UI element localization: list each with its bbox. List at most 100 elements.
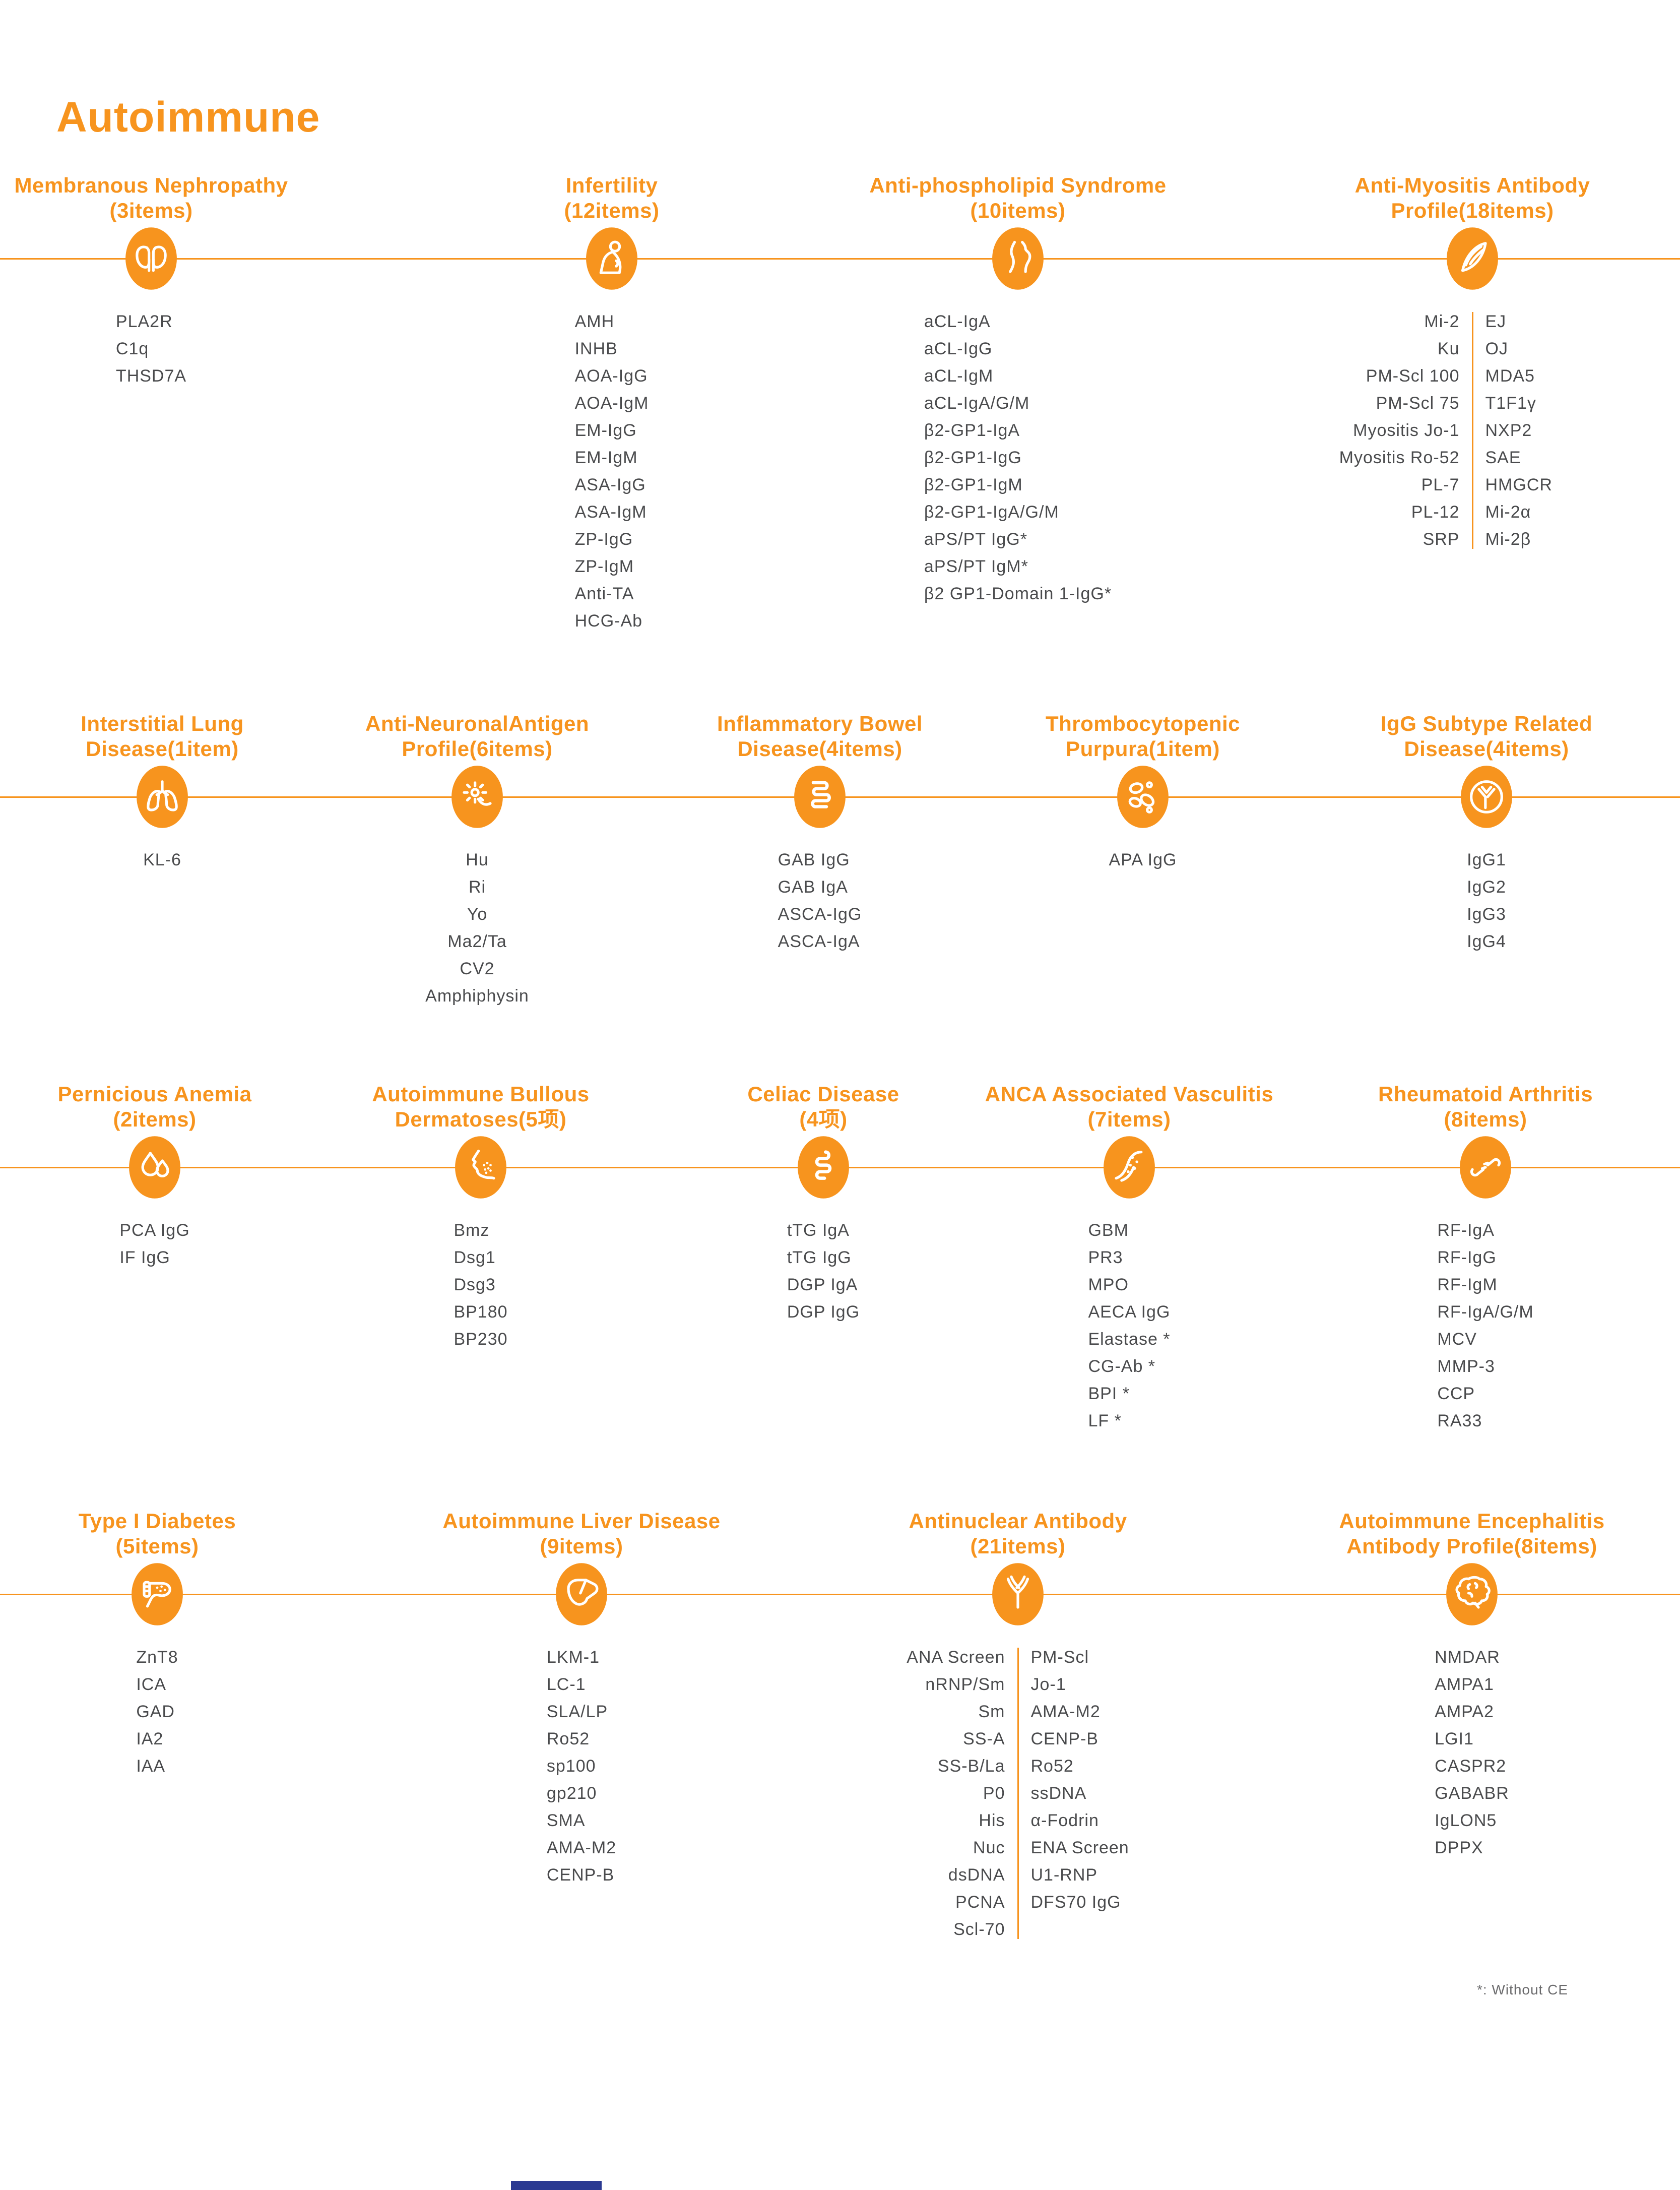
list-item: PM-Scl 75 <box>1376 394 1460 413</box>
category-title-line: Purpura(1item) <box>1066 737 1220 761</box>
list-item: sp100 <box>546 1757 596 1776</box>
list-item: NXP2 <box>1485 421 1532 440</box>
list-item: Amphiphysin <box>425 986 529 1006</box>
bottom-accent-bar <box>511 2181 602 2190</box>
column-divider-line <box>1471 312 1473 549</box>
list-item: AOA-IgM <box>574 394 649 413</box>
list-item: AOA-IgG <box>574 366 648 386</box>
blood-drops-icon <box>128 1136 181 1199</box>
category-icon-row <box>958 1132 1301 1203</box>
pregnant-woman-icon <box>586 227 638 290</box>
list-item: IF IgG <box>119 1248 170 1267</box>
footnote: *: Without CE <box>1476 1982 1568 1997</box>
category-title-line: Celiac Disease <box>747 1082 899 1106</box>
category-icon-row <box>1301 1559 1643 1630</box>
category-title-line: ANCA Associated Vasculitis <box>985 1082 1274 1106</box>
list-item: U1-RNP <box>1030 1865 1098 1885</box>
list-item: ICA <box>136 1675 166 1694</box>
category-title: Autoimmune Encephalitis Antibody Profile(… <box>1301 1509 1643 1559</box>
category-autoimmune-encephalitis-antibody-profile: Autoimmune Encephalitis Antibody Profile(… <box>1301 1509 1643 1861</box>
category-title: Autoimmune Liver Disease (9items) <box>410 1509 753 1559</box>
category-title: Inflammatory Bowel Disease(4items) <box>649 711 991 762</box>
list-item: Ku <box>1437 339 1460 358</box>
joint-icon <box>1459 1136 1512 1199</box>
category-celiac-disease: Celiac Disease (4项) tTG IgA tTG IgG DGP IgA D… <box>652 1082 995 1326</box>
gut-icon <box>797 1136 850 1199</box>
item-list: PLA2R C1q THSD7A <box>116 308 186 390</box>
list-item: LGI1 <box>1435 1729 1474 1748</box>
list-item: Dsg1 <box>454 1248 496 1267</box>
category-title: Pernicious Anemia (2items) <box>0 1082 326 1132</box>
list-item: aCL-IgA <box>924 312 991 331</box>
category-title-line: (21items) <box>970 1534 1066 1558</box>
list-item: MMP-3 <box>1437 1357 1495 1376</box>
list-item: SS-B/La <box>937 1757 1005 1776</box>
item-list: RF-IgA RF-IgG RF-IgM RF-IgA/G/M MCV MMP-3 CCP R… <box>1437 1217 1533 1434</box>
list-item: tTG IgG <box>787 1248 852 1267</box>
list-item: β2-GP1-IgM <box>924 475 1023 494</box>
category-title: Infertility (12items) <box>440 173 783 223</box>
list-item: ASA-IgG <box>574 475 646 494</box>
list-item: INHB <box>574 339 618 358</box>
list-item: SRP <box>1423 530 1460 549</box>
category-autoimmune-liver-disease: Autoimmune Liver Disease (9items) LKM-1 LC-… <box>410 1509 753 1889</box>
list-item: RF-IgG <box>1437 1248 1497 1267</box>
category-icon-row <box>847 1559 1189 1630</box>
list-item: nRNP/Sm <box>925 1675 1005 1694</box>
category-icon-row <box>410 1559 753 1630</box>
list-item: EM-IgG <box>574 421 637 440</box>
two-column-item-list: ANA Screen nRNP/Sm Sm SS-A SS-B/La P0 His Nuc ds… <box>847 1644 1189 1943</box>
pregnant-belly-icon <box>992 227 1044 290</box>
category-title-line: Anti-Myositis Antibody <box>1354 173 1590 197</box>
list-item: PM-Scl 100 <box>1366 366 1460 386</box>
list-item: ASA-IgM <box>574 503 647 522</box>
category-title-line: (12items) <box>564 199 660 222</box>
category-icon-row <box>0 1132 326 1203</box>
list-item: α-Fodrin <box>1030 1811 1099 1830</box>
category-title: Anti-Myositis Antibody Profile(18items) <box>1301 173 1644 223</box>
category-title: Rheumatoid Arthritis (8items) <box>1314 1082 1657 1132</box>
category-title: ANCA Associated Vasculitis (7items) <box>958 1082 1301 1132</box>
list-item: Bmz <box>454 1221 490 1240</box>
list-item: PLA2R <box>115 312 173 331</box>
category-icon-row <box>1301 223 1644 294</box>
item-list: aCL-IgA aCL-IgG aCL-IgM aCL-IgA/G/M β2-GP1-I… <box>924 308 1112 607</box>
item-list: AMH INHB AOA-IgG AOA-IgM EM-IgG EM-IgM ASA-IgG… <box>575 308 649 635</box>
list-item: KL-6 <box>143 850 181 869</box>
item-list: ZnT8 ICA GAD IA2 IAA <box>136 1644 178 1780</box>
item-list: ANA Screen nRNP/Sm Sm SS-A SS-B/La P0 His Nuc ds… <box>847 1644 1005 1943</box>
list-item: SLA/LP <box>546 1702 608 1721</box>
list-item: His <box>979 1811 1005 1830</box>
intestine-icon <box>794 765 846 829</box>
kidney-icon <box>125 227 177 290</box>
list-item: Jo-1 <box>1030 1675 1066 1694</box>
list-item: Scl-70 <box>953 1920 1005 1939</box>
category-title: Membranous Nephropathy (3items) <box>0 173 322 223</box>
list-item: AMH <box>574 312 615 331</box>
category-autoimmune-bullous-dermatoses: Autoimmune Bullous Dermatoses(5项) Bmz Dsg1 D… <box>309 1082 652 1353</box>
list-item: AMPA1 <box>1435 1675 1494 1694</box>
list-item: DPPX <box>1435 1838 1483 1857</box>
list-item: β2 GP1-Domain 1-IgG* <box>924 584 1112 603</box>
item-list: APA IgG <box>1109 846 1177 873</box>
list-item: NMDAR <box>1435 1648 1500 1667</box>
list-item: IgG2 <box>1467 878 1506 897</box>
category-title: Interstitial Lung Disease(1item) <box>0 711 334 762</box>
category-pernicious-anemia: Pernicious Anemia (2items) PCA IgG IF IgG <box>0 1082 326 1271</box>
list-item: HCG-Ab <box>574 611 643 631</box>
category-title: Type I Diabetes (5items) <box>0 1509 329 1559</box>
category-icon-row <box>972 762 1314 832</box>
list-item: GAB IgG <box>778 850 850 869</box>
category-title-line: Anti-phospholipid Syndrome <box>869 173 1167 197</box>
item-list: IgG1 IgG2 IgG3 IgG4 <box>1467 846 1506 955</box>
list-item: ZnT8 <box>136 1648 178 1667</box>
category-title-line: Antibody Profile(8items) <box>1346 1534 1597 1558</box>
category-title: Anti-NeuronalAntigen Profile(6items) <box>306 711 649 762</box>
list-item: LKM-1 <box>546 1648 600 1667</box>
category-title: IgG Subtype Related Disease(4items) <box>1315 711 1658 762</box>
column-divider-line <box>1017 1648 1019 1939</box>
category-title-line: (5items) <box>115 1534 199 1558</box>
category-title-line: Interstitial Lung <box>81 712 244 735</box>
item-list: Hu Ri Yo Ma2/Ta CV2 Amphiphysin <box>425 846 529 1010</box>
list-item: IAA <box>136 1757 166 1776</box>
